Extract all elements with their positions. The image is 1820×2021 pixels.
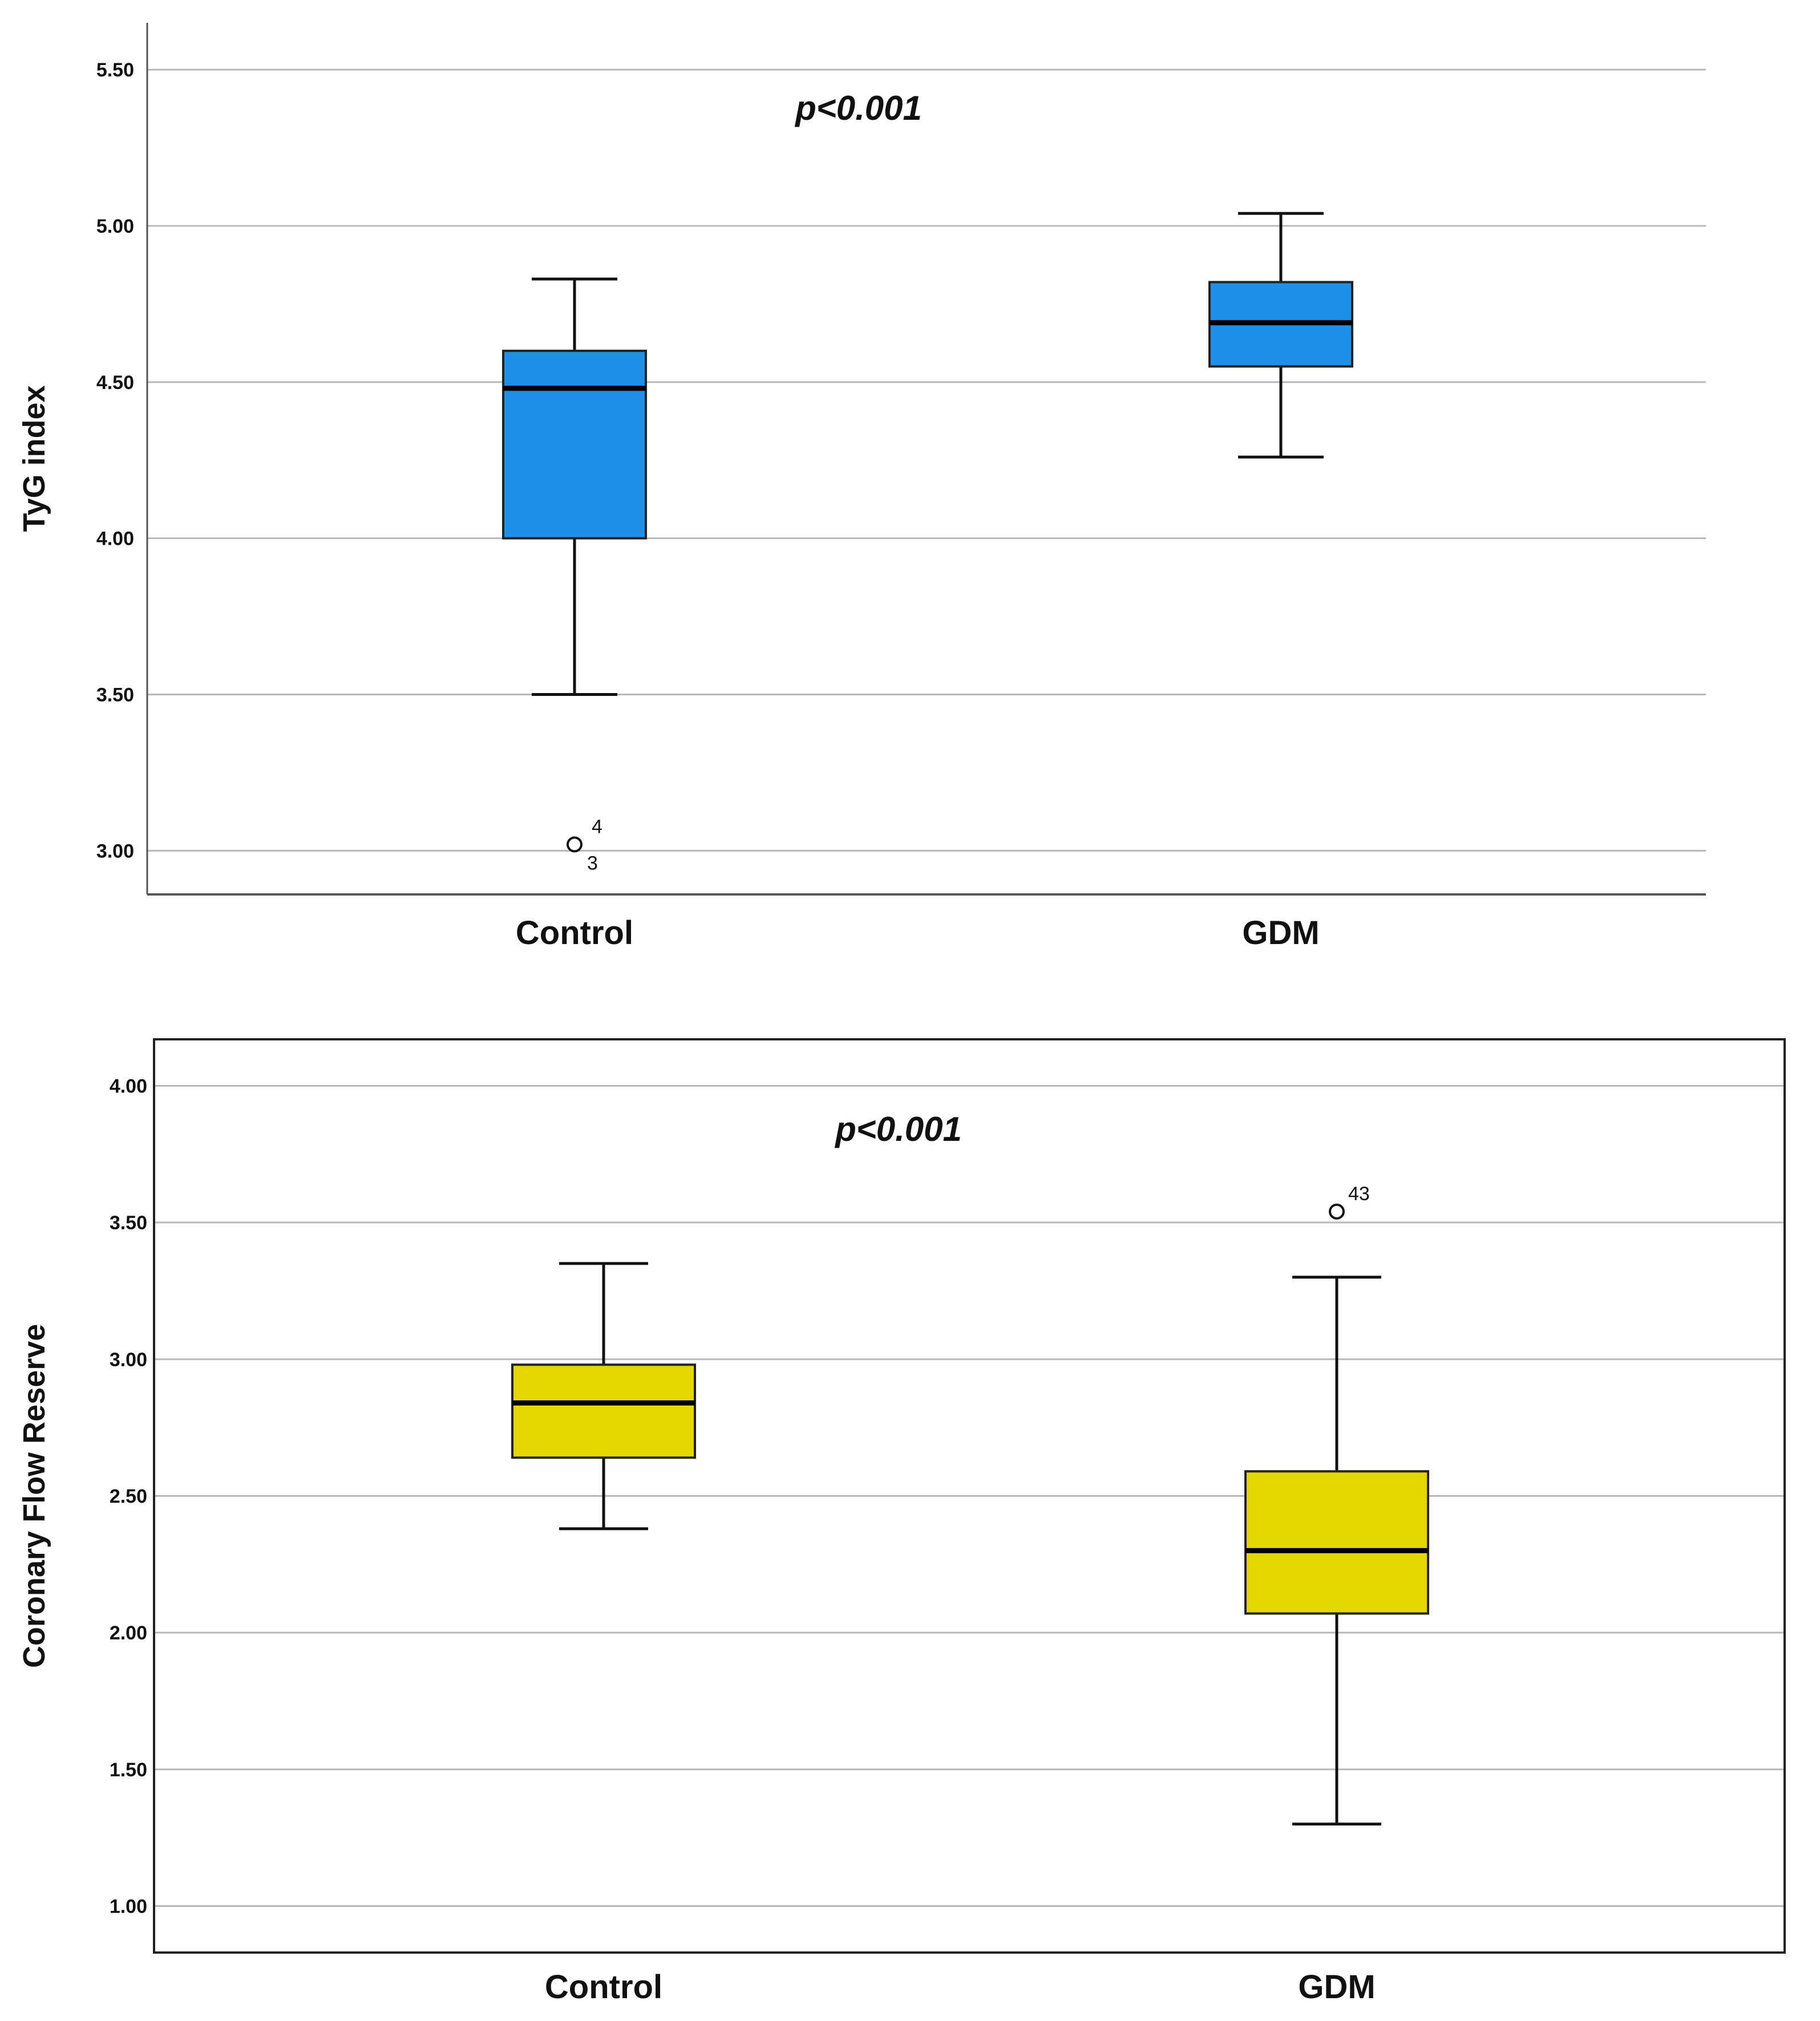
x-category-label: Control [516,914,633,951]
plot-frame [153,1038,1786,1954]
y-tick-label: 5.50 [96,59,134,81]
interquartile-box [1244,1470,1429,1615]
outlier-label: 43 [1348,1183,1370,1205]
y-tick-label: 3.00 [96,840,134,862]
y-tick-label: 2.00 [110,1622,147,1644]
y-tick-label: 5.00 [96,216,134,237]
interquartile-box [502,350,647,540]
tyg-index-panel: 3.00 3.50 4.00 4.50 5.00 5.50 TyG index p<0.001… [17,23,1706,951]
y-tick-label: 3.00 [110,1349,147,1371]
y-tick-label: 3.50 [110,1212,147,1234]
x-category-label: GDM [1242,914,1319,951]
y-axis-title: Coronary Flow Reserve [17,1324,51,1668]
box-gdm [1208,212,1353,459]
x-category-label: GDM [1298,1969,1375,2006]
y-tick-label: 4.00 [110,1075,147,1097]
y-axis-title: TyG index [17,385,51,532]
outlier-label: 4 [592,816,602,837]
box-control [511,1262,696,1530]
y-tick-label: 4.50 [96,372,134,394]
outlier-label: 3 [587,852,598,874]
interquartile-box [511,1363,696,1459]
y-tick-label: 4.00 [96,528,134,550]
outlier-point [1329,1203,1345,1220]
x-category-label: Control [545,1969,662,2006]
p-value-annotation: p<0.001 [794,89,922,127]
box-gdm: 43 [1244,1183,1429,1826]
p-value-annotation: p<0.001 [834,1110,962,1148]
y-tick-label: 1.50 [110,1759,147,1781]
box-control: 43 [502,277,647,874]
y-tick-label: 3.50 [96,684,134,706]
y-tick-label: 1.00 [110,1896,147,1918]
coronary-flow-reserve-panel: 1.00 1.50 2.00 2.50 3.00 3.50 4.00 Coronary Flo… [17,1038,1786,2006]
y-tick-label: 2.50 [110,1486,147,1508]
outlier-point [567,836,583,853]
